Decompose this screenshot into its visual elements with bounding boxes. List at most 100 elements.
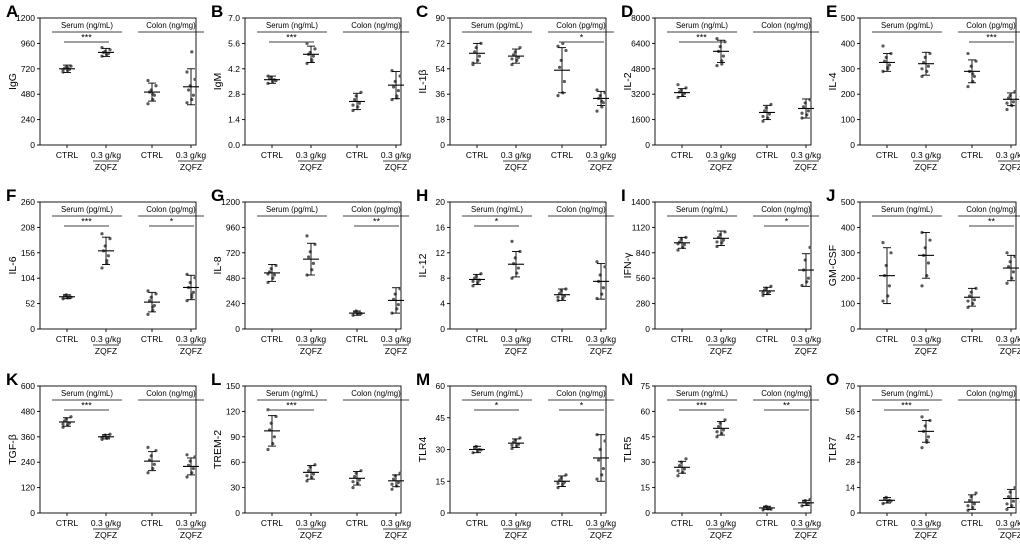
y-axis-label: IL-4: [827, 72, 839, 90]
panel-k: K 0 120 240 360 480 600 TGF-β Serum (ng/mL) Colon…: [6, 370, 206, 540]
data-point: [761, 114, 765, 119]
y-tick-label: 30: [231, 483, 241, 493]
y-tick-label: 120: [21, 483, 35, 493]
plot-frame: [449, 17, 607, 146]
y-tick-label: 1600: [631, 115, 650, 125]
data-point: [272, 273, 276, 277]
y-tick-label: 480: [226, 273, 240, 283]
zqfz-label: ZQFZ: [710, 162, 732, 172]
data-point: [1013, 90, 1017, 94]
data-point: [678, 463, 682, 468]
zqfz-label: ZQFZ: [95, 530, 117, 540]
significance-label: *: [580, 401, 584, 411]
zqfz-label: ZQFZ: [385, 162, 407, 172]
y-tick-label: 240: [226, 299, 240, 309]
y-axis-label: IFN-γ: [622, 252, 634, 278]
panel-letter: E: [826, 2, 837, 21]
zqfz-label: ZQFZ: [590, 530, 612, 540]
y-tick-label: 60: [231, 457, 241, 467]
data-point: [396, 480, 400, 485]
data-point: [920, 284, 924, 288]
x-tick-label: 0.3 g/kg: [791, 518, 822, 528]
data-point: [763, 109, 767, 113]
data-point: [154, 292, 158, 296]
x-tick-label: CTRL: [756, 334, 778, 344]
y-tick-label: 36: [436, 89, 446, 99]
data-point: [676, 474, 680, 478]
data-point: [191, 93, 195, 97]
colon-unit-label: Colon (ng/mg): [761, 21, 811, 30]
y-tick-label: 500: [841, 197, 855, 207]
data-point: [972, 502, 976, 506]
y-tick-label: 200: [841, 273, 855, 283]
panel-letter: N: [621, 370, 633, 389]
x-tick-label: CTRL: [346, 150, 368, 160]
serum-unit-label: Serum (ng/mL): [266, 389, 318, 398]
data-point: [972, 74, 976, 79]
serum-unit-label: Serum (pg/mL): [266, 205, 318, 214]
x-tick-label: 0.3 g/kg: [176, 518, 207, 528]
data-point: [717, 425, 721, 429]
data-point: [351, 103, 355, 107]
colon-unit-label: Colon (pg/mg): [556, 21, 606, 30]
y-tick-label: 100: [841, 299, 855, 309]
serum-unit-label: Serum (ng/mL): [61, 21, 113, 30]
plot-frame: [859, 201, 1017, 330]
x-tick-label: 0.3 g/kg: [381, 518, 412, 528]
data-point: [398, 471, 402, 475]
data-point: [193, 77, 197, 81]
y-tick-label: 960: [226, 222, 240, 232]
data-point: [1013, 255, 1017, 259]
significance-label: ***: [986, 33, 997, 43]
y-tick-label: 100: [841, 115, 855, 125]
y-tick-label: 70: [846, 381, 856, 391]
data-point: [966, 504, 970, 508]
panel-letter: K: [6, 370, 19, 389]
data-point: [723, 418, 727, 422]
colon-unit-label: Colon (ng/mg): [146, 389, 196, 398]
data-point: [516, 266, 520, 270]
serum-unit-label: Serum (ng/mL): [61, 389, 113, 398]
x-tick-label: 0.3 g/kg: [911, 334, 942, 344]
data-point: [800, 504, 804, 508]
y-axis-label: IL-8: [212, 256, 224, 274]
data-point: [881, 299, 885, 303]
y-tick-label: 960: [21, 38, 35, 48]
x-tick-label: CTRL: [876, 150, 898, 160]
data-point: [974, 491, 978, 495]
y-tick-label: 260: [21, 197, 35, 207]
y-axis-label: GM-CSF: [827, 245, 839, 286]
data-point: [510, 239, 514, 243]
y-axis-label: TREM-2: [212, 430, 224, 469]
data-point: [191, 466, 195, 471]
data-point: [305, 474, 309, 478]
data-point: [510, 276, 514, 280]
x-tick-label: 0.3 g/kg: [996, 150, 1020, 160]
data-point: [108, 48, 112, 52]
panel-m: M 0 15 30 45 60 TLR4 Serum (ng/mL) Colon (ng/mg)…: [416, 370, 616, 540]
y-tick-label: 1200: [16, 13, 35, 23]
panel-j: J 0 100 200 300 400 500 GM-CSF Serum (ng/mL) Colo…: [826, 186, 1020, 356]
data-point: [396, 303, 400, 307]
y-tick-label: 240: [21, 115, 35, 125]
plot-frame: [654, 385, 812, 514]
zqfz-label: ZQFZ: [590, 162, 612, 172]
data-point: [1005, 502, 1009, 506]
serum-unit-label: Serum (ng/mL): [881, 389, 933, 398]
y-tick-label: 30: [436, 445, 446, 455]
data-point: [106, 254, 110, 258]
y-axis-label: IL-1β: [417, 69, 429, 93]
y-tick-label: 3200: [631, 89, 650, 99]
data-point: [558, 65, 562, 69]
colon-unit-label: Colon (ng/mg): [966, 389, 1016, 398]
x-tick-label: 0.3 g/kg: [381, 150, 412, 160]
y-tick-label: 120: [226, 406, 240, 416]
data-point: [881, 501, 885, 506]
y-tick-label: 90: [436, 13, 446, 23]
x-tick-label: CTRL: [346, 518, 368, 528]
y-tick-label: 0: [645, 140, 650, 150]
y-tick-label: 7.0: [228, 13, 240, 23]
plot-frame: [244, 17, 402, 146]
serum-unit-label: Serum (ng/mL): [471, 389, 523, 398]
y-tick-label: 56: [846, 406, 856, 416]
